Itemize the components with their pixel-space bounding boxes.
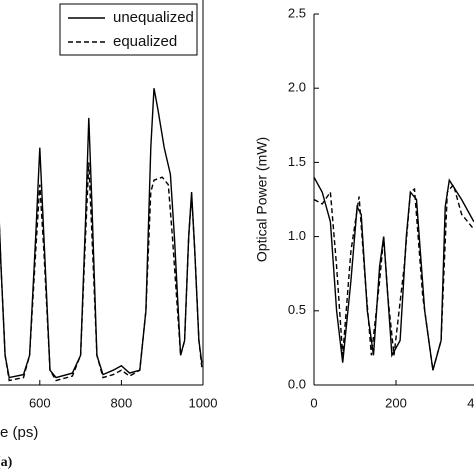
x-axis-label: e (ps): [0, 424, 38, 441]
y-tick-label: 0.0: [288, 376, 306, 391]
x-tick-label: 0: [310, 395, 317, 410]
legend-label: equalized: [113, 33, 177, 50]
y-axis-label: Optical Power (mW): [254, 137, 270, 262]
x-tick-label: 400: [467, 395, 474, 410]
x-tick-label: 200: [385, 395, 407, 410]
x-tick-label: 600: [29, 395, 51, 410]
panel-label: (a): [0, 455, 13, 470]
legend-box: [59, 3, 198, 56]
y-tick-label: 0.5: [288, 302, 306, 317]
data-line: [313, 183, 474, 371]
data-line: [313, 176, 474, 371]
y-tick-label: 1.0: [288, 228, 306, 243]
y-tick-label: 2.0: [288, 80, 306, 95]
x-tick-label: 1000: [189, 395, 218, 410]
y-tick-label: 1.5: [288, 154, 306, 169]
legend-label: unequalized: [113, 9, 194, 26]
y-tick-label: 2.5: [288, 5, 306, 20]
data-line: [0, 162, 203, 382]
x-tick-label: 800: [111, 395, 133, 410]
